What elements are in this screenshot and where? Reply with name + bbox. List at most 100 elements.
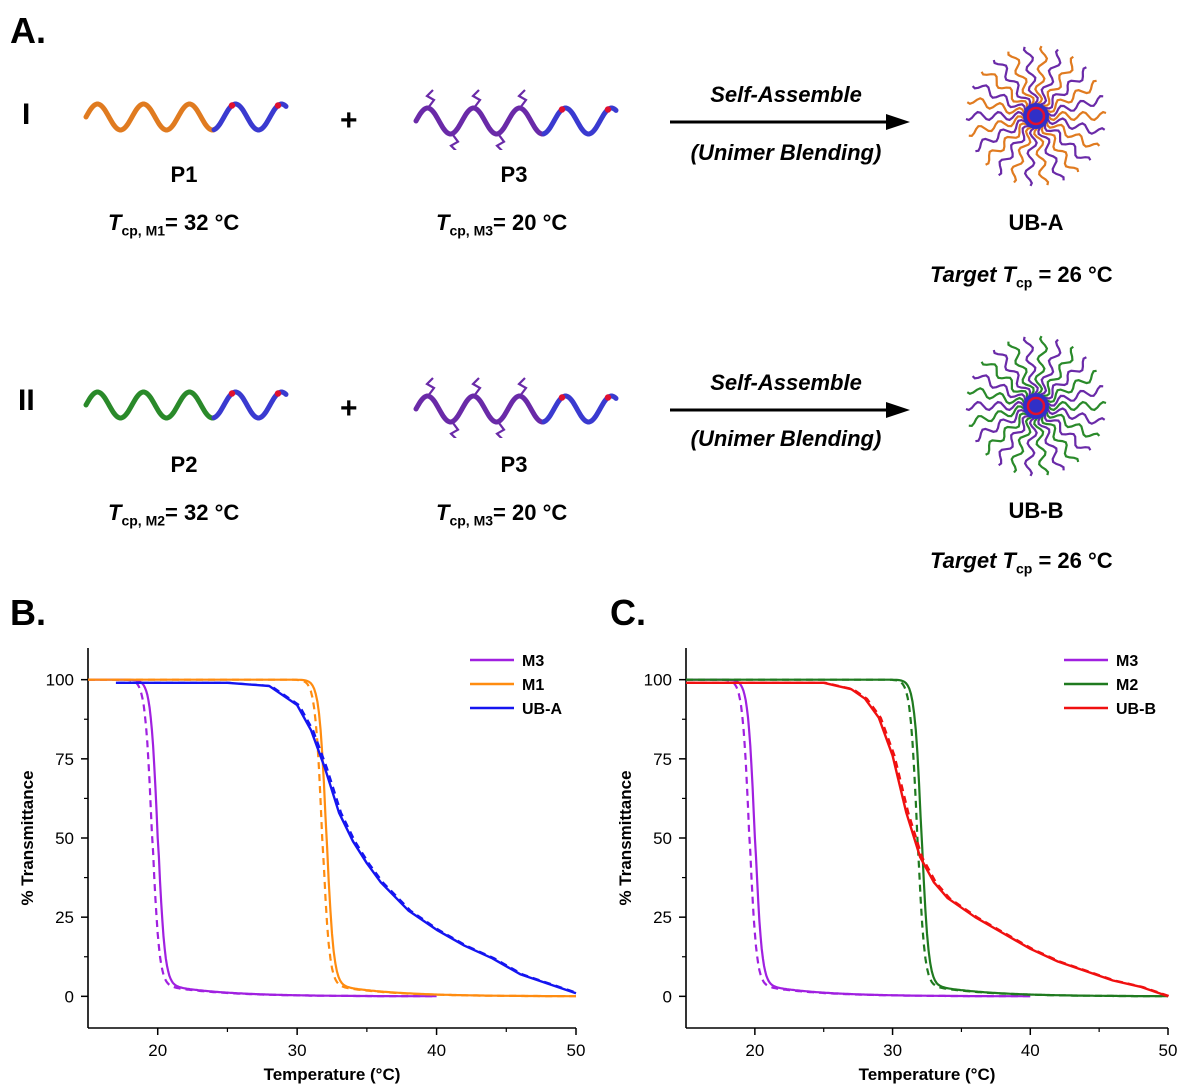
legend-label-m1: M1 (522, 677, 544, 694)
series-line-m1-solid (88, 678, 576, 998)
polymer-side-chain (517, 89, 528, 109)
y-tick-label: 75 (653, 750, 672, 769)
series-line-m3-dashed (88, 678, 437, 998)
micelle-arm (971, 374, 1027, 401)
micelle-arm (968, 405, 1025, 428)
x-tick-label: 40 (427, 1041, 446, 1060)
target-tcp-ub-b: Target Tcp = 26 °C (930, 548, 1113, 577)
micelle-arm (1022, 336, 1039, 395)
micelle-arm (992, 349, 1032, 397)
micelle-arm (1010, 416, 1033, 474)
polymer-side-chain (495, 421, 506, 438)
series-line-m3-solid (686, 678, 1031, 998)
scheme-roman-1: I (22, 98, 31, 131)
x-axis-label: Temperature (°C) (264, 1065, 401, 1084)
micelle-arm (975, 408, 1026, 443)
arrow-label-top-2: Self-Assemble (710, 370, 862, 395)
polymer-end-marker (558, 106, 566, 113)
y-tick-label: 0 (65, 987, 74, 1006)
micelle-arm (1033, 127, 1050, 186)
micelle-arm (1034, 335, 1049, 395)
panel-label-c: C. (610, 592, 646, 633)
micelle-arm (1023, 417, 1038, 477)
micelle-arm (965, 110, 1025, 122)
y-tick-label: 25 (55, 908, 74, 927)
micelle-arm (1043, 413, 1092, 451)
plus-sign-1: + (340, 104, 358, 137)
polymer-p3-icon (413, 89, 619, 150)
polymer-end-block (211, 389, 289, 421)
micelle-arm (992, 59, 1032, 107)
legend-label-m3: M3 (522, 653, 544, 670)
reaction-arrow-icon (670, 114, 910, 130)
y-tick-label: 100 (46, 671, 74, 690)
polymer-side-chain (425, 89, 436, 109)
micelle-arm (966, 97, 1026, 115)
polymer-backbone (83, 101, 217, 133)
micelle-arm (1007, 51, 1035, 106)
polymer-name-p3: P3 (500, 162, 528, 187)
series-line-ub-b-solid (686, 681, 1169, 998)
micelle-arm (1046, 79, 1097, 114)
arrow-label-bottom-2: (Unimer Blending) (690, 426, 882, 451)
micelle-arm (985, 122, 1028, 166)
polymer-backbone (413, 105, 547, 137)
micelle-arm (1023, 127, 1038, 187)
y-tick-label: 0 (663, 987, 672, 1006)
micelle-arm (968, 115, 1025, 138)
polymer-end-marker (274, 102, 282, 109)
tcp-p1: Tcp, M1= 32 °C (108, 210, 240, 239)
series-line-m3-solid (88, 678, 437, 998)
chart-b: 0 25 50 75 100 20 30 40 50 Temperature (°C) % Tran… (18, 648, 586, 1084)
y-tick-label: 50 (653, 829, 672, 848)
micelle-arm (1047, 384, 1104, 407)
x-tick-label: 50 (1159, 1041, 1178, 1060)
micelle-arm (1047, 400, 1107, 412)
micelle-arm (1042, 55, 1074, 108)
polymer-end-marker (604, 106, 612, 113)
polymer-end-marker (558, 394, 566, 401)
micelle-arm (1037, 126, 1065, 181)
x-tick-label: 20 (745, 1041, 764, 1060)
series-line-ub-b-dashed (688, 681, 1171, 998)
polymer-side-chain (471, 89, 482, 109)
micelle-ub-a-icon (965, 45, 1107, 187)
micelle-arm (1040, 415, 1080, 463)
micelle-arm (1039, 338, 1062, 396)
micelle-arm (1039, 48, 1062, 106)
y-tick-label: 50 (55, 829, 74, 848)
tcp-p2: Tcp, M2= 32 °C (108, 500, 240, 529)
micelle-arm (998, 414, 1030, 467)
legend-label-m2: M2 (1116, 677, 1138, 694)
micelle-arm (1046, 369, 1097, 404)
panel-label-a: A. (10, 10, 46, 51)
chart-c: 0 25 50 75 100 20 30 40 50 Temperature (°C) % Tran… (616, 648, 1178, 1084)
micelle-core-ring (1026, 106, 1046, 126)
polymer-p1-icon (83, 101, 289, 133)
legend-label-m3: M3 (1116, 653, 1138, 670)
micelle-arm (1045, 121, 1101, 148)
polymer-side-chain (495, 133, 506, 150)
product-name-ub-b: UB-B (1008, 498, 1064, 523)
legend-label-ub-b: UB-B (1116, 701, 1156, 718)
micelle-arm (980, 361, 1029, 399)
x-tick-label: 50 (567, 1041, 586, 1060)
polymer-name-p2: P2 (170, 452, 198, 477)
y-axis-label: % Transmittance (616, 770, 635, 905)
polymer-end-marker (228, 102, 236, 109)
x-tick-label: 30 (883, 1041, 902, 1060)
polymer-name-p3: P3 (500, 452, 528, 477)
micelle-arm (1045, 411, 1101, 438)
series-line-m1-dashed (88, 678, 576, 998)
polymer-end-block (541, 105, 619, 137)
micelle-arm (1044, 66, 1087, 110)
series-line-m3-dashed (686, 678, 1031, 998)
polymer-end-block (541, 393, 619, 425)
polymer-side-chain (517, 377, 528, 397)
series-line-ub-a-solid (115, 681, 577, 995)
x-tick-label: 40 (1021, 1041, 1040, 1060)
polymer-end-block (211, 101, 289, 133)
polymer-end-marker (604, 394, 612, 401)
micelle-arm (1037, 416, 1065, 471)
series-line-ub-a-dashed (118, 681, 579, 995)
